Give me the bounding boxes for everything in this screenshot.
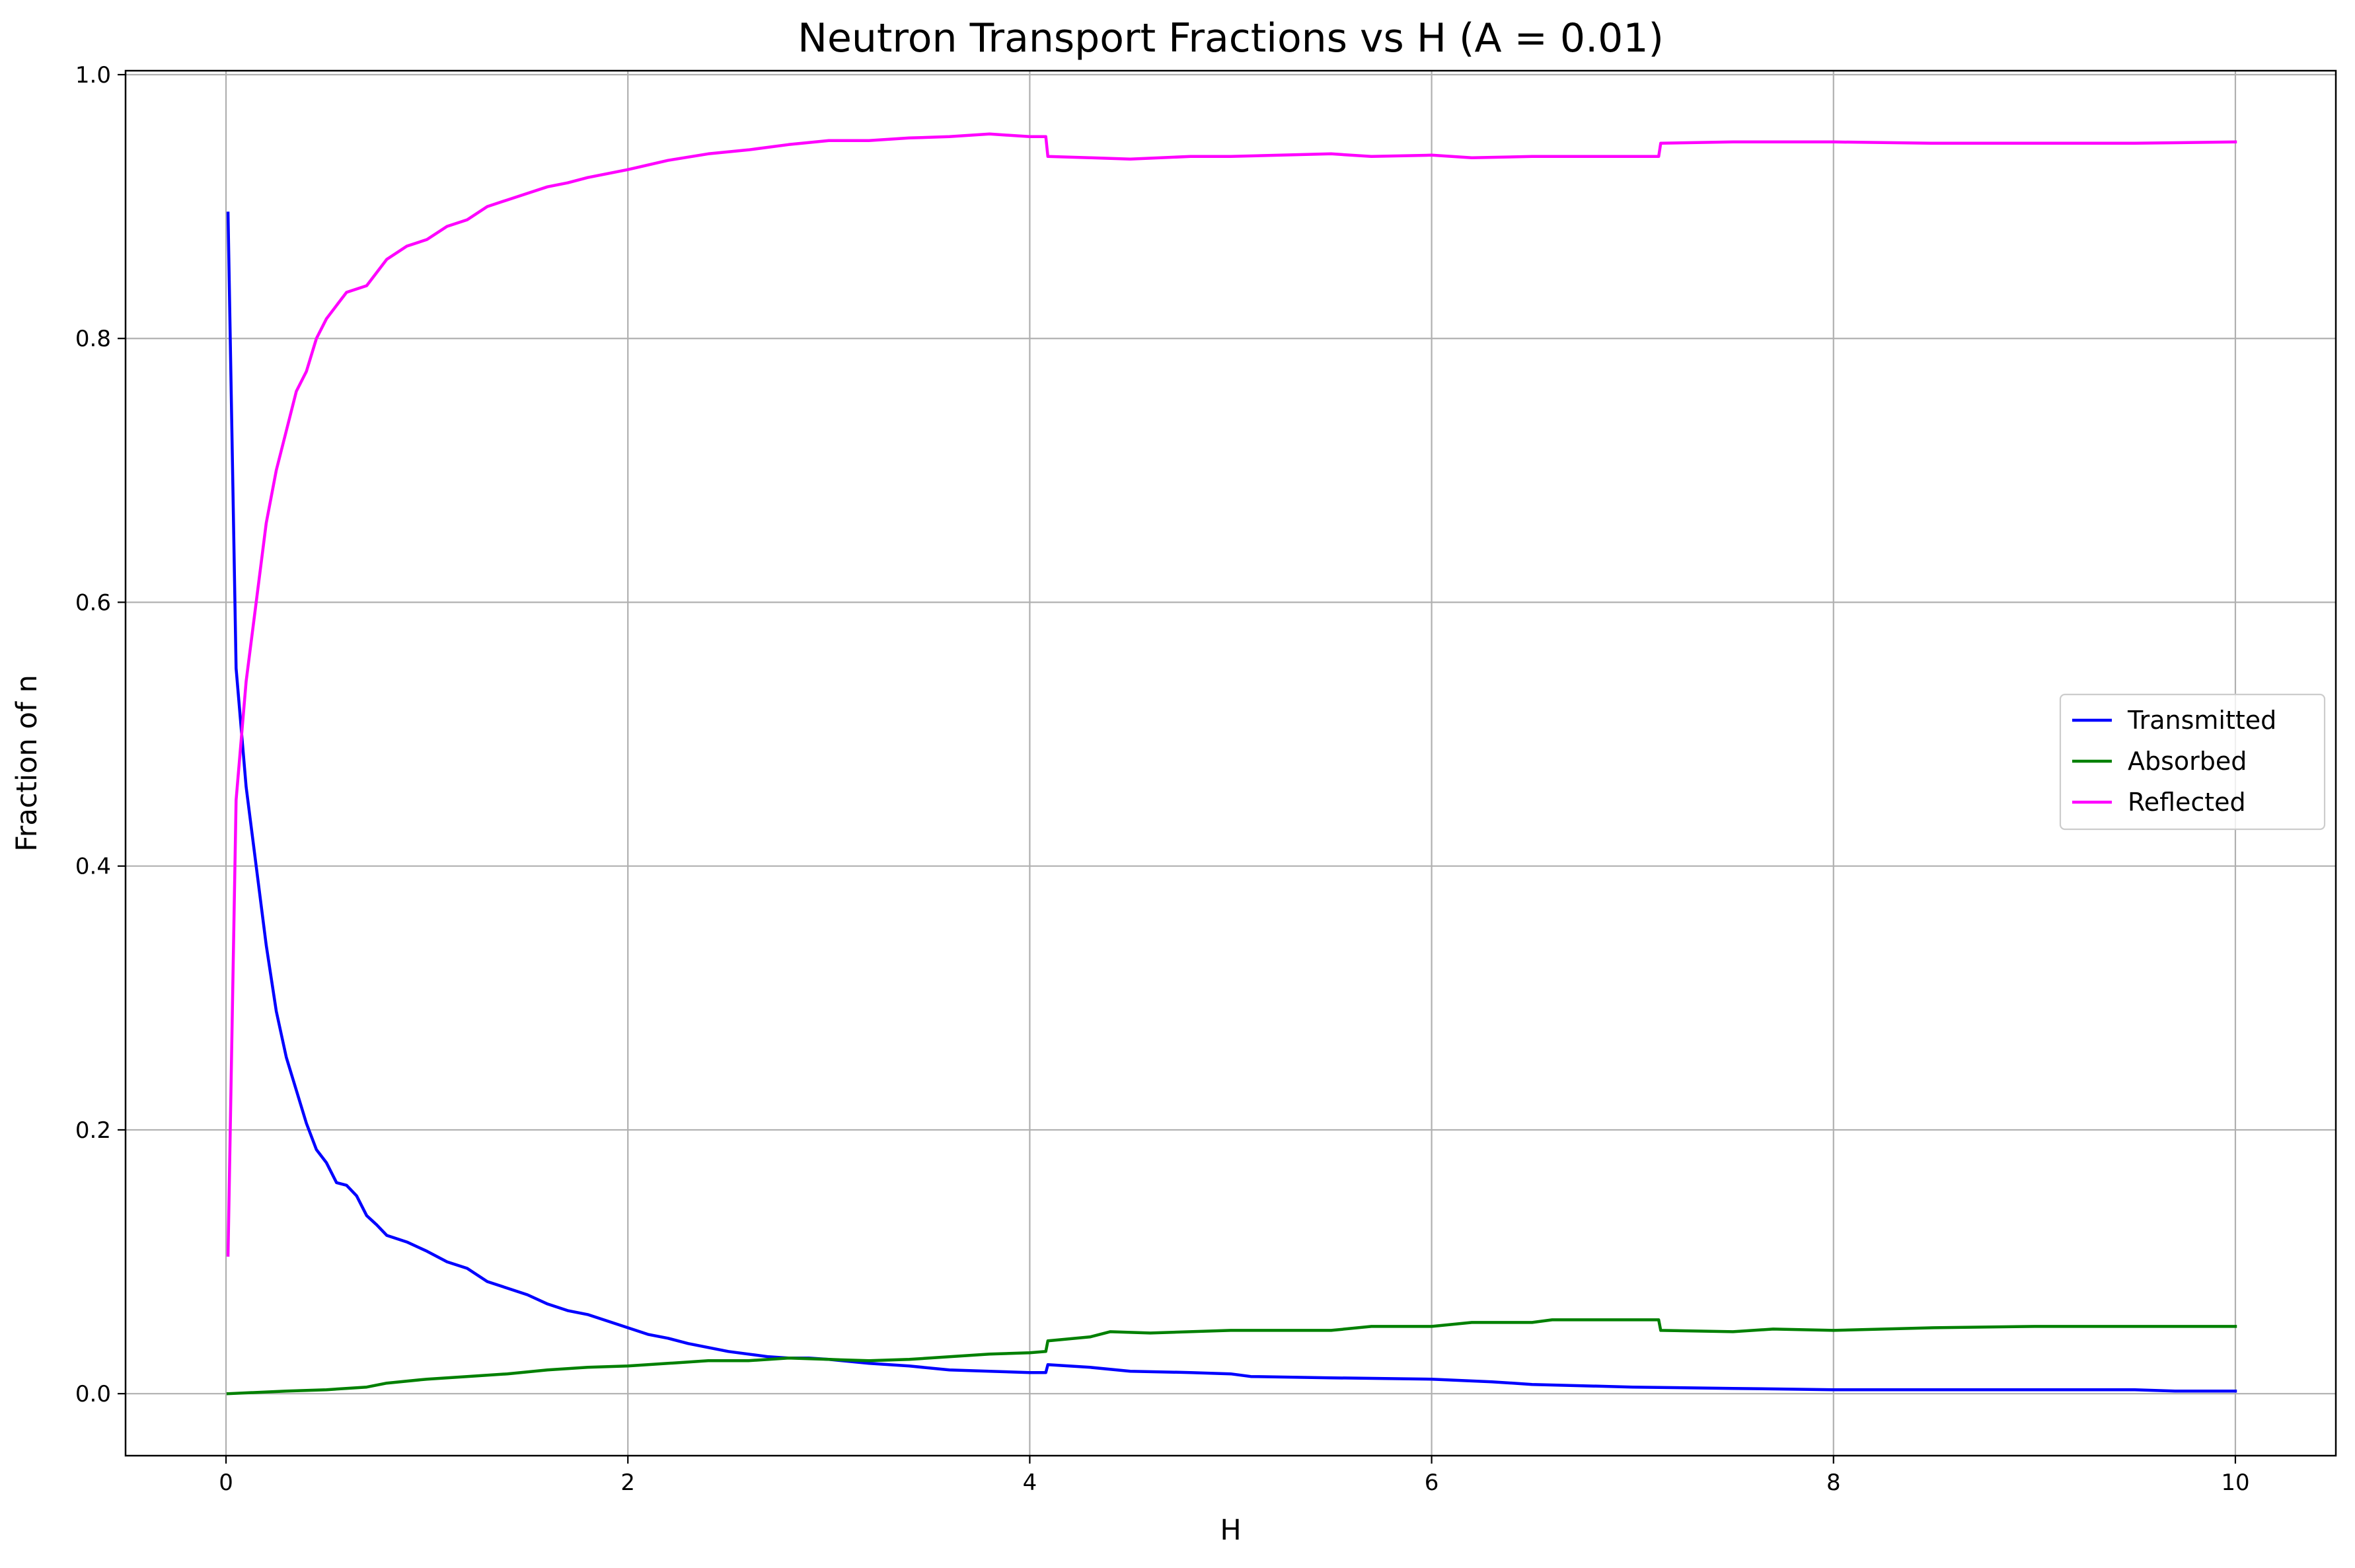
y-tick-label: 0.8 xyxy=(75,326,111,352)
y-tick-label: 1.0 xyxy=(75,62,111,89)
x-tick-label: 10 xyxy=(2221,1470,2249,1496)
series-line-reflected xyxy=(226,132,2237,1257)
y-tick-label: 0.0 xyxy=(75,1381,111,1407)
x-tick-label: 4 xyxy=(1023,1470,1037,1496)
x-axis-label: H xyxy=(1220,1514,1241,1547)
y-tick-label: 0.6 xyxy=(75,589,111,616)
legend-label-absorbed: Absorbed xyxy=(2128,747,2247,776)
y-axis-label: Fraction of n xyxy=(11,675,44,852)
x-tick-label: 6 xyxy=(1425,1470,1439,1496)
x-tick-label: 8 xyxy=(1826,1470,1841,1496)
legend-label-transmitted: Transmitted xyxy=(2127,706,2276,735)
series-lines xyxy=(226,132,2237,1396)
y-tick-label: 0.2 xyxy=(75,1117,111,1144)
y-tick-label: 0.4 xyxy=(75,854,111,880)
x-tick-label: 0 xyxy=(219,1470,233,1496)
axis-ticks: 0 2 4 6 8 10 0.0 0.2 0.4 0.6 0.8 1.0 xyxy=(75,62,2250,1496)
legend: Transmitted Absorbed Reflected xyxy=(2059,693,2326,831)
plot-frame xyxy=(124,69,2337,1457)
legend-box xyxy=(2059,693,2326,831)
grid xyxy=(126,71,2336,1456)
series-line-transmitted xyxy=(226,211,2237,1393)
series-line-absorbed xyxy=(226,1318,2237,1396)
chart-title: Neutron Transport Fractions vs H (A = 0.… xyxy=(798,15,1664,61)
legend-label-reflected: Reflected xyxy=(2128,788,2246,817)
x-tick-label: 2 xyxy=(620,1470,635,1496)
